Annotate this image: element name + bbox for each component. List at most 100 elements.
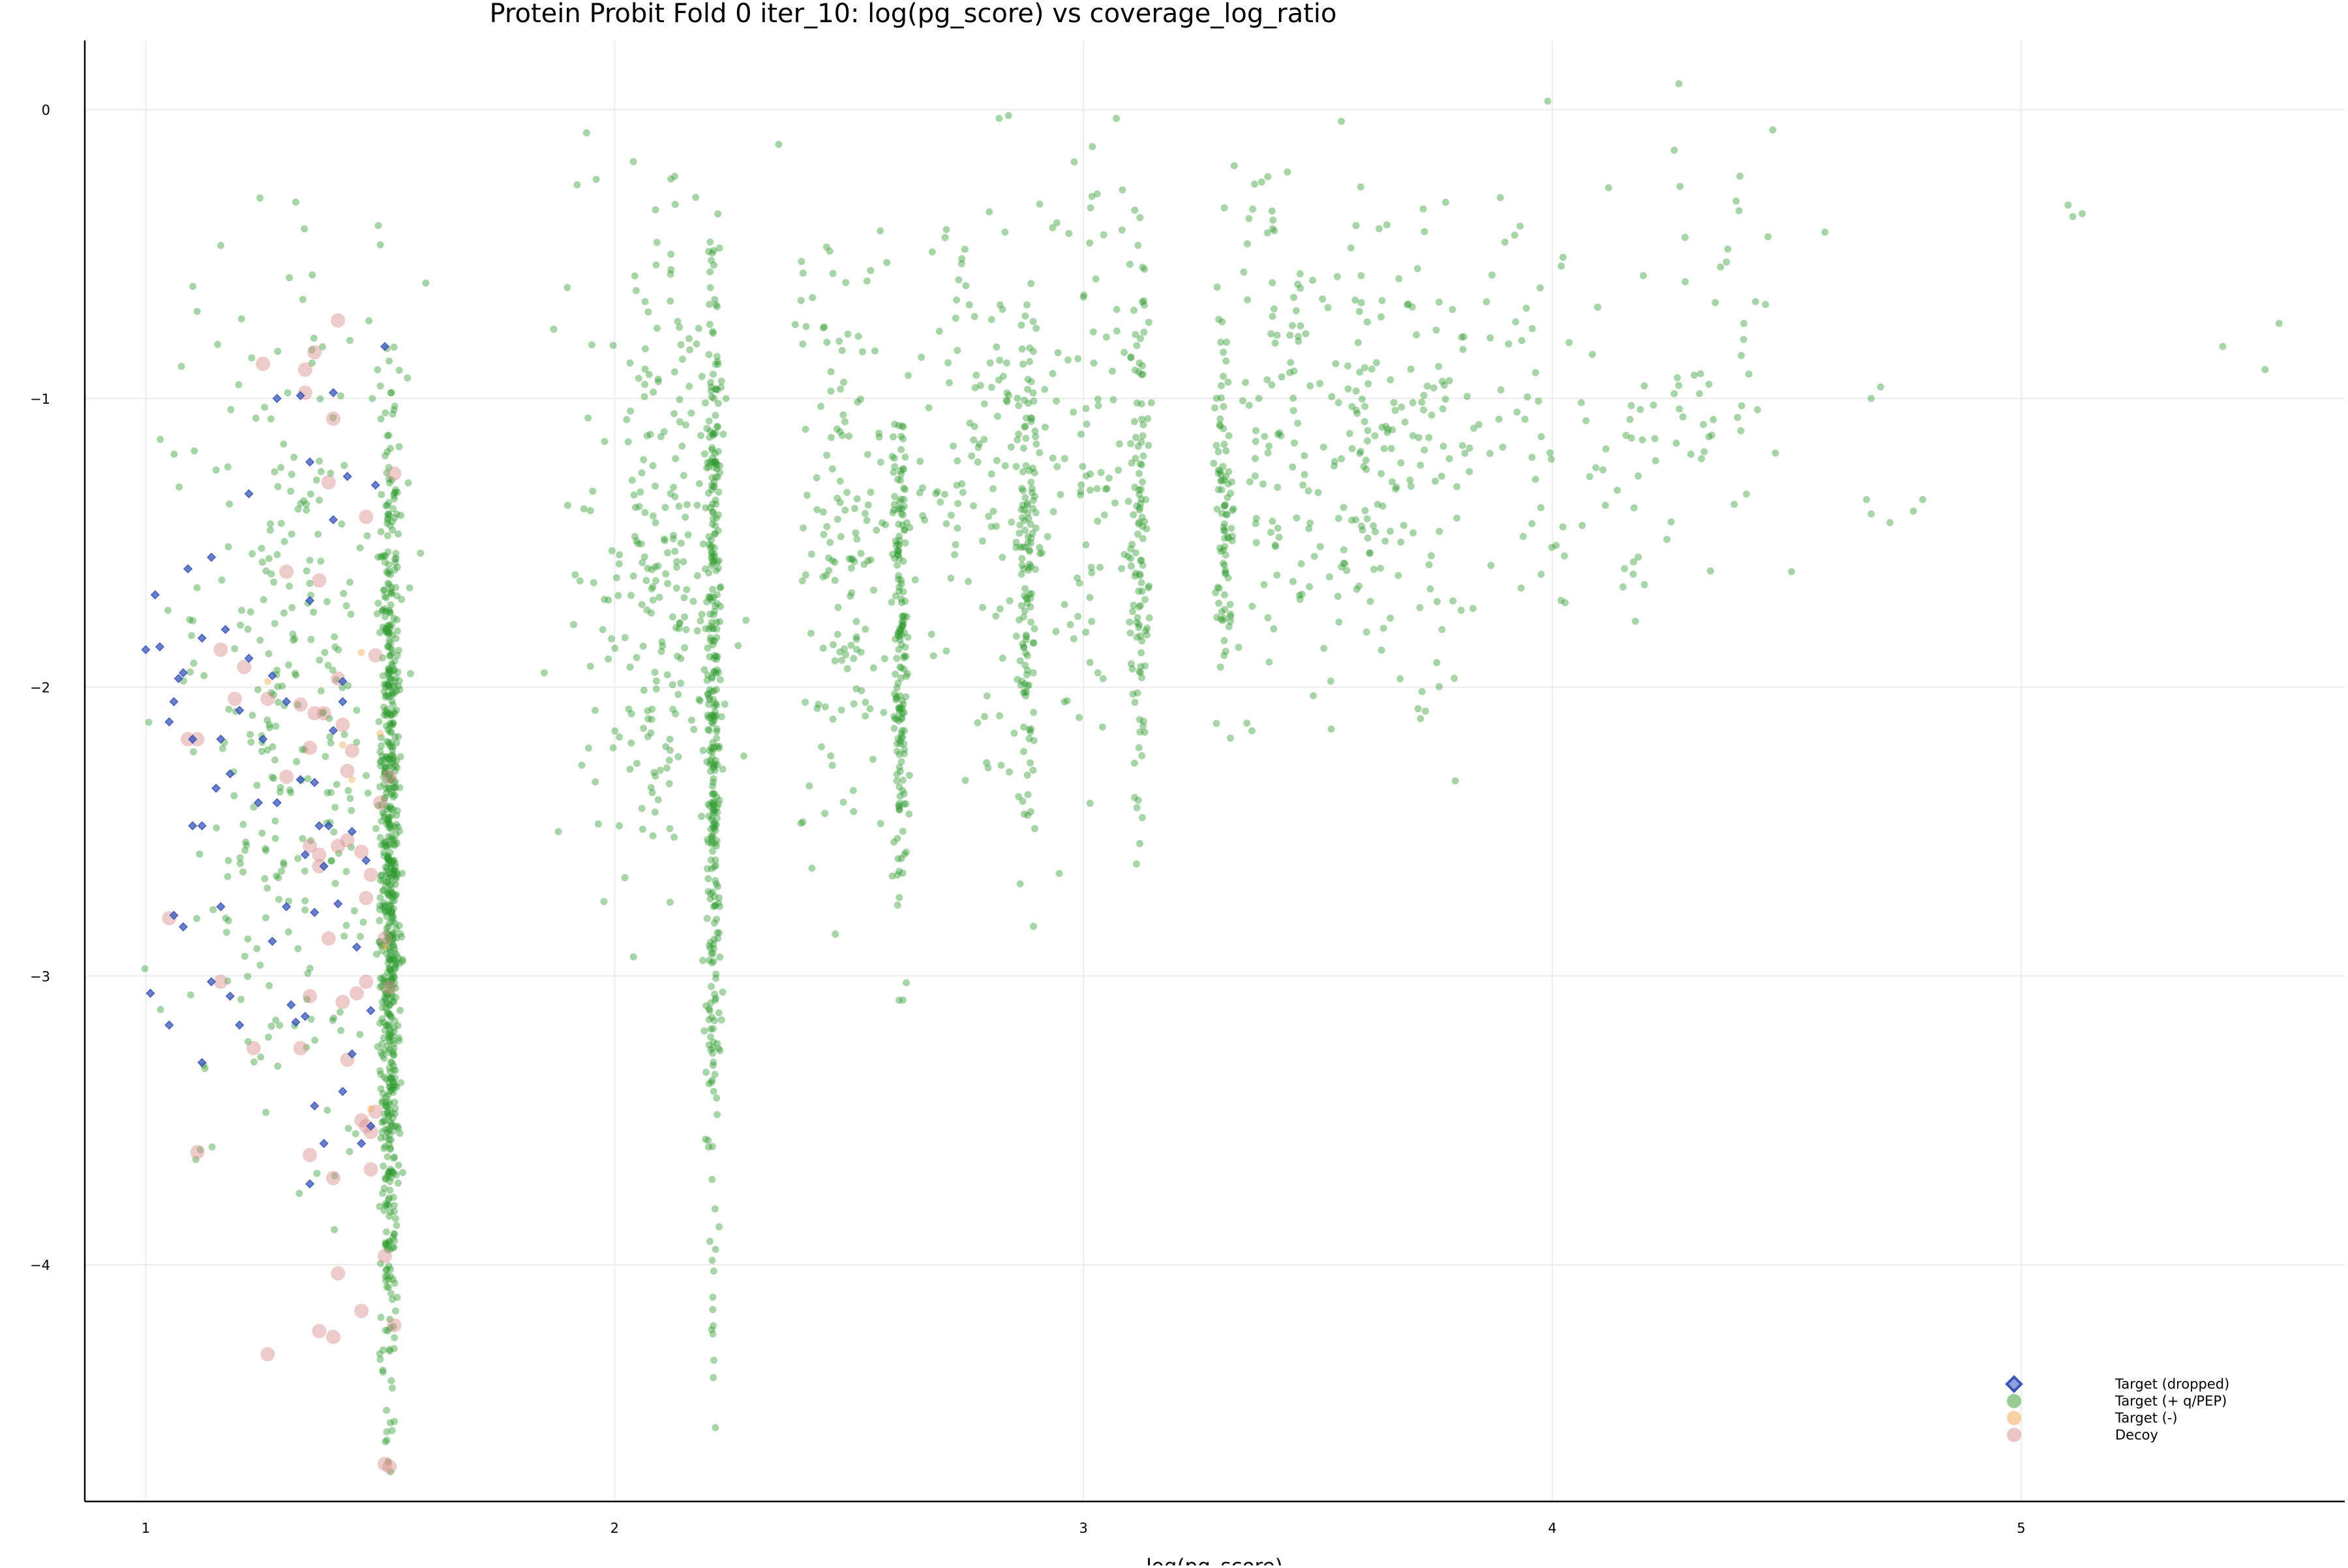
data-point: [700, 1027, 708, 1034]
data-point: [1061, 601, 1068, 609]
data-point: [1225, 468, 1233, 475]
data-point: [1435, 683, 1443, 691]
data-point: [1389, 478, 1396, 486]
data-point: [346, 579, 354, 586]
data-point: [1135, 368, 1143, 376]
data-point: [709, 509, 717, 517]
data-point: [697, 617, 704, 625]
data-point: [335, 849, 342, 857]
data-point: [383, 567, 391, 575]
data-point: [385, 887, 393, 895]
data-point: [633, 537, 640, 545]
data-point: [390, 942, 398, 950]
data-point: [996, 301, 1004, 309]
data-point: [385, 935, 393, 942]
data-point: [841, 418, 849, 426]
data-point: [380, 703, 387, 711]
data-point: [250, 803, 258, 811]
data-point: [1310, 552, 1318, 560]
data-point: [391, 1334, 399, 1342]
legend-label: Decoy: [2115, 1427, 2158, 1443]
data-point: [880, 655, 888, 663]
data-point: [1100, 511, 1108, 519]
data-point: [1020, 723, 1028, 731]
data-point: [716, 953, 724, 961]
data-point: [1449, 306, 1456, 314]
data-point: [1338, 117, 1346, 125]
data-point: [1366, 597, 1374, 605]
data-point: [707, 825, 715, 833]
data-point: [706, 320, 714, 328]
data-point: [376, 629, 384, 637]
data-point: [1344, 362, 1351, 370]
data-point: [1217, 470, 1225, 478]
data-point: [391, 949, 399, 957]
data-point: [704, 711, 712, 719]
data-point: [715, 669, 723, 676]
data-point: [267, 689, 275, 697]
data-point: [705, 540, 713, 548]
data-point: [962, 282, 970, 290]
data-point: [258, 558, 266, 566]
data-point: [1316, 380, 1324, 387]
data-point: [1017, 505, 1025, 513]
data-point: [1003, 389, 1011, 397]
data-point: [381, 558, 389, 566]
data-point: [385, 1196, 393, 1203]
data-point: [327, 739, 335, 747]
data-point: [640, 393, 648, 400]
data-point: [380, 773, 387, 781]
data-point: [316, 496, 324, 504]
data-point: [708, 712, 715, 719]
data-point: [900, 654, 908, 661]
data-point: [710, 935, 718, 943]
data-point: [385, 671, 393, 678]
data-point: [710, 459, 718, 467]
data-point: [899, 787, 907, 794]
data-point: [802, 425, 809, 433]
data-point: [385, 1213, 393, 1220]
data-point: [383, 1283, 391, 1291]
data-point: [1224, 480, 1232, 488]
data-point: [392, 674, 400, 682]
data-point: [388, 649, 396, 657]
data-point: [260, 596, 267, 603]
data-point: [715, 1009, 723, 1017]
data-point: [692, 194, 700, 202]
data-point: [286, 1000, 296, 1010]
data-point: [554, 828, 562, 836]
data-point: [1274, 483, 1282, 491]
data-point: [1705, 433, 1713, 441]
data-point: [1002, 397, 1010, 404]
data-point: [1334, 515, 1342, 522]
data-point: [1137, 335, 1145, 342]
data-point: [287, 789, 295, 796]
data-point: [1023, 671, 1031, 679]
data-point: [298, 746, 306, 753]
data-point: [1372, 359, 1380, 367]
data-point: [571, 571, 579, 579]
data-point: [709, 719, 717, 727]
data-point: [378, 998, 386, 1006]
data-point: [1269, 279, 1276, 287]
data-point: [329, 1016, 337, 1024]
data-point: [1453, 483, 1461, 490]
data-point: [348, 807, 355, 815]
data-point: [382, 878, 390, 886]
data-point: [916, 489, 924, 497]
data-point: [389, 1032, 397, 1040]
data-point: [895, 646, 903, 654]
data-point: [1093, 190, 1101, 198]
data-point: [390, 869, 398, 877]
data-point: [1102, 485, 1109, 493]
data-point: [709, 782, 717, 790]
data-point: [1649, 401, 1657, 409]
data-point: [827, 434, 835, 442]
data-point: [652, 685, 660, 693]
data-point: [706, 714, 714, 721]
data-point: [1022, 650, 1030, 657]
data-point: [294, 945, 302, 953]
data-point: [392, 993, 400, 1001]
data-point: [1049, 507, 1057, 515]
